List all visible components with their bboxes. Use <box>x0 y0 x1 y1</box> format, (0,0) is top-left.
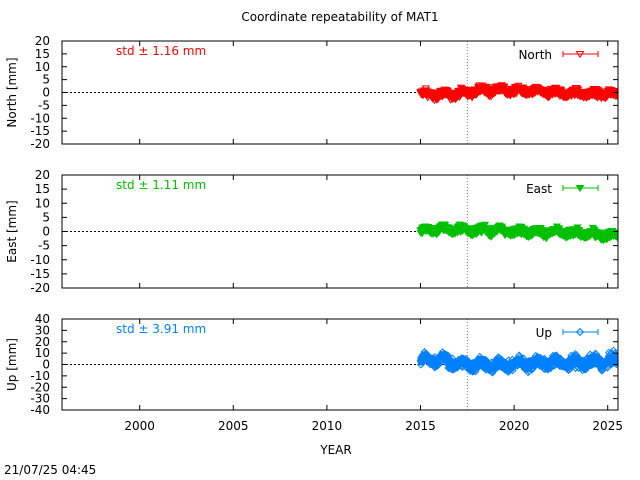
x-tick-label: 2010 <box>312 419 343 433</box>
data-point <box>614 358 618 366</box>
timestamp-label: 21/07/25 04:45 <box>4 463 96 477</box>
y-axis-label: Up [mm] <box>5 338 19 391</box>
y-tick-label: 15 <box>35 47 50 61</box>
legend-north: North <box>518 48 599 62</box>
y-axis-label: East [mm] <box>5 200 19 262</box>
legend-east: East <box>526 182 599 196</box>
y-tick-label: -20 <box>30 137 50 151</box>
y-tick-label: -20 <box>30 380 50 394</box>
y-tick-label: -5 <box>38 239 50 253</box>
y-tick-label: 20 <box>35 335 50 349</box>
chart-title: Coordinate repeatability of MAT1 <box>241 10 438 24</box>
y-tick-label: 0 <box>42 358 50 372</box>
y-tick-label: -10 <box>30 253 50 267</box>
std-label: std ± 3.91 mm <box>116 322 206 336</box>
y-tick-label: 0 <box>42 86 50 100</box>
x-axis: 2000 2005 2010 2015 2020 2025 <box>124 419 623 433</box>
legend-label: North <box>518 48 552 62</box>
y-tick-label: -15 <box>30 267 50 281</box>
y-tick-label: 15 <box>35 182 50 196</box>
y-tick-label: 40 <box>35 312 50 326</box>
y-tick-label: 20 <box>35 34 50 48</box>
legend-marker <box>575 185 585 193</box>
y-tick-label: 10 <box>35 60 50 74</box>
data-point <box>421 85 430 92</box>
y-tick-label: 5 <box>42 73 50 87</box>
y-tick-label: -20 <box>30 281 50 295</box>
legend-marker <box>575 327 585 337</box>
data-points-up <box>416 346 618 377</box>
legend-marker <box>575 51 585 59</box>
data-points-east <box>416 221 618 245</box>
legend-label: Up <box>536 326 552 340</box>
data-point <box>508 366 517 375</box>
y-tick-label: -10 <box>30 369 50 383</box>
data-point <box>480 221 490 229</box>
data-point <box>613 234 618 241</box>
y-tick-label: -10 <box>30 111 50 125</box>
legend-up: Up <box>536 326 599 340</box>
y-tick-label: 10 <box>35 346 50 360</box>
std-label: std ± 1.16 mm <box>116 44 206 58</box>
y-tick-label: 30 <box>35 323 50 337</box>
y-tick-label: -30 <box>30 392 50 406</box>
x-tick-label: 2000 <box>124 419 155 433</box>
std-label: std ± 1.11 mm <box>116 178 206 192</box>
data-points-north <box>416 82 618 105</box>
y-tick-label: 20 <box>35 168 50 182</box>
y-tick-label: 5 <box>42 210 50 224</box>
y-tick-label: -5 <box>38 98 50 112</box>
x-tick-label: 2025 <box>592 419 623 433</box>
y-tick-label: -40 <box>30 403 50 417</box>
y-tick-label: 0 <box>42 225 50 239</box>
x-tick-label: 2020 <box>499 419 530 433</box>
y-tick-label: -15 <box>30 124 50 138</box>
x-tick-label: 2005 <box>218 419 249 433</box>
y-tick-label: 10 <box>35 196 50 210</box>
y-axis-label: North [mm] <box>5 57 19 127</box>
legend-label: East <box>526 182 552 196</box>
data-point <box>609 346 618 355</box>
x-axis-label: YEAR <box>319 443 351 457</box>
x-tick-label: 2015 <box>405 419 436 433</box>
data-point <box>613 94 618 101</box>
